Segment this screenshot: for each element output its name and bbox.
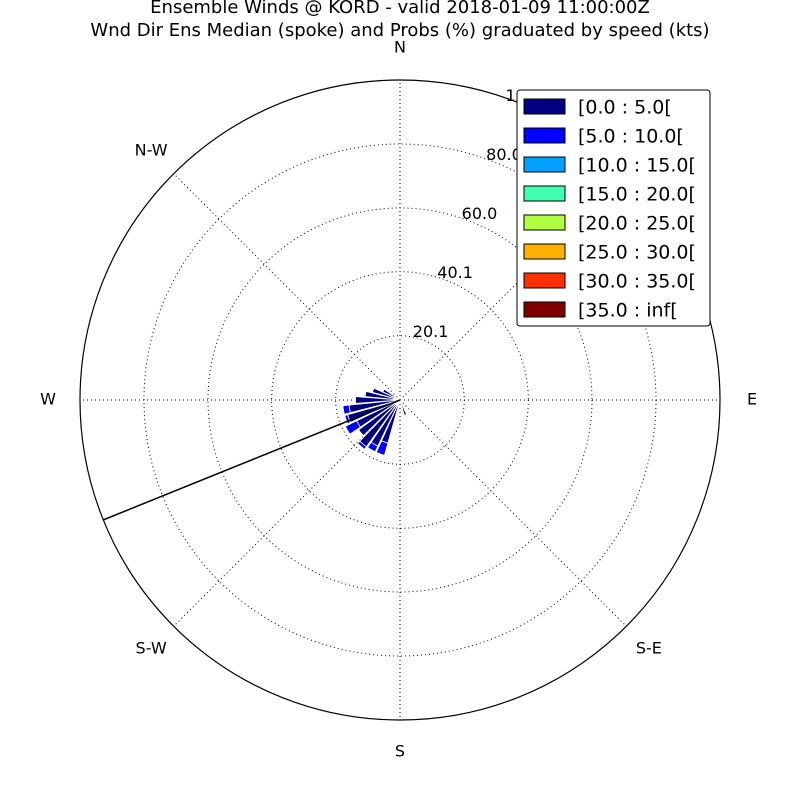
median-spoke (103, 399, 401, 521)
radial-tick-label: 60.0 (462, 204, 498, 223)
legend-swatch (523, 301, 566, 318)
direction-grid-line (399, 173, 627, 401)
direction-label: S (395, 742, 405, 761)
grid-ring (143, 143, 657, 657)
chart-subtitle: Wnd Dir Ens Median (spoke) and Probs (%)… (90, 20, 709, 41)
direction-label: E (747, 390, 757, 409)
radial-tick-label: 80.0 (486, 145, 522, 164)
wind-bar (342, 405, 345, 415)
chart-title: Ensemble Winds @ KORD - valid 2018-01-09… (150, 0, 650, 18)
wind-bar (404, 414, 407, 416)
grid-ring (207, 207, 593, 593)
wind-bar (382, 388, 385, 392)
legend-swatch (523, 243, 566, 260)
legend-swatch (523, 127, 566, 144)
direction-label: S-W (136, 638, 167, 657)
grid-ring (271, 271, 529, 529)
plot-frame (79, 79, 721, 721)
legend-swatch (523, 214, 566, 231)
legend-label: [20.0 : 25.0[ (578, 213, 696, 235)
legend-label: [15.0 : 20.0[ (578, 184, 696, 206)
wind-bar (376, 452, 385, 456)
direction-label: N (394, 38, 406, 57)
legend-label: [5.0 : 10.0[ (578, 126, 684, 148)
legend-swatch (523, 272, 566, 289)
legend-swatch (523, 98, 566, 115)
grid-ring (335, 335, 465, 465)
direction-label: N-W (135, 141, 168, 160)
legend-label: [25.0 : 30.0[ (578, 242, 696, 264)
wind-bar (399, 399, 408, 416)
direction-label: S-E (636, 638, 662, 657)
radial-tick-label: 40.1 (437, 263, 473, 282)
legend-swatch (523, 156, 566, 173)
wind-bar (364, 391, 367, 397)
wind-bar (371, 387, 375, 393)
direction-grid-line (399, 399, 627, 627)
radial-tick-label: 20.1 (413, 322, 449, 341)
legend-box (516, 89, 711, 327)
legend-label: [10.0 : 15.0[ (578, 155, 696, 177)
direction-label: W (40, 390, 56, 409)
direction-grid-line (173, 173, 401, 401)
legend-label: [0.0 : 5.0[ (578, 97, 672, 119)
legend-label: [35.0 : inf[ (578, 300, 678, 322)
legend-label: [30.0 : 35.0[ (578, 271, 696, 293)
direction-grid-line (173, 399, 401, 627)
legend-swatch (523, 185, 566, 202)
